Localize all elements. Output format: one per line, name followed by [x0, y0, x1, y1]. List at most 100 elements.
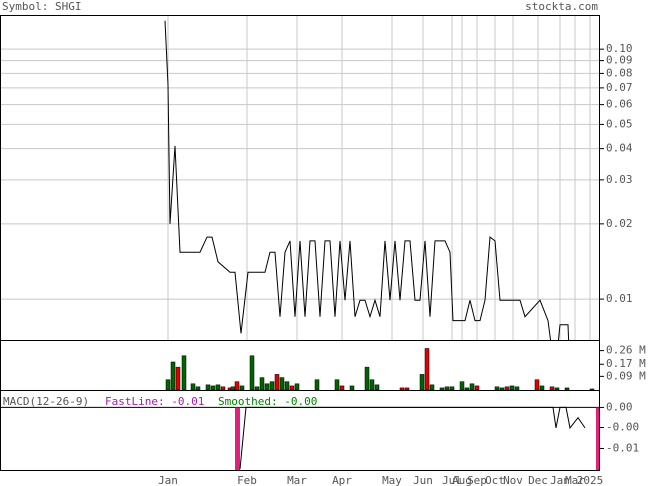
y-tick-label: 0.10 [606, 42, 633, 55]
volume-bar [589, 388, 595, 390]
x-tick-label: Nov [503, 474, 523, 486]
volume-bar [364, 366, 370, 390]
volume-bar [564, 387, 570, 390]
volume-bar [254, 386, 260, 390]
volume-bar [215, 384, 221, 390]
volume-bar [509, 385, 515, 390]
volume-bar [294, 383, 300, 390]
macd-line [239, 406, 586, 470]
x-tick-label: Jul [442, 474, 462, 486]
volume-bar [234, 381, 240, 390]
volume-bar [464, 387, 470, 390]
volume-bar [424, 348, 430, 390]
y-tick-label: 0.00 [606, 400, 633, 413]
panel-border [0, 340, 600, 391]
panel [165, 348, 595, 390]
y-tick-label: -0.01 [606, 441, 639, 454]
panel [0, 406, 600, 470]
volume-bar [399, 387, 405, 390]
volume-bar [195, 386, 201, 390]
symbol: Symbol: SHGI [2, 0, 81, 13]
x-tick-label: Aug [452, 474, 472, 486]
volume-bar [504, 386, 510, 390]
price-line [164, 20, 570, 340]
legend-entry: Smoothed: -0.00 [218, 395, 317, 408]
volume-bar [499, 387, 505, 390]
panel-border [0, 15, 600, 341]
volume-bar [230, 386, 236, 390]
volume-bar [549, 386, 555, 390]
x-tick-label: Mar [565, 474, 585, 486]
volume-bar [444, 386, 450, 390]
volume-bar [459, 381, 465, 390]
volume-bar [284, 381, 290, 390]
volume-bar [170, 361, 176, 390]
volume-bar [205, 384, 211, 390]
volume-bar [349, 385, 355, 390]
site: stockta.com [525, 0, 598, 13]
x-tick-label: May [382, 474, 402, 486]
histogram-bar [235, 407, 240, 470]
volume-bar [419, 374, 425, 390]
volume-bar [279, 377, 285, 390]
volume-bar [210, 385, 216, 390]
x-tick-label: Sep [467, 474, 487, 486]
y-tick-label: 0.26 M [606, 344, 646, 357]
y-tick-label: 0.08 [606, 66, 633, 79]
volume-bar [165, 379, 171, 390]
y-tick-label: 0.07 [606, 81, 633, 94]
volume-bar [539, 385, 545, 390]
y-tick-label: 0.05 [606, 117, 633, 130]
x-tick-label: Dec [528, 474, 548, 486]
volume-bar [175, 366, 181, 390]
volume-bar [514, 386, 520, 390]
volume-bar [239, 385, 245, 390]
volume-bar [474, 385, 480, 390]
volume-bar [289, 385, 295, 390]
x-tick-label: 2025 [577, 474, 604, 486]
volume-bar [220, 386, 226, 390]
volume-bar [190, 383, 196, 390]
y-tick-label: 0.03 [606, 173, 633, 186]
y-tick-label: 0.06 [606, 98, 633, 111]
x-tick-label: Jan [158, 474, 178, 486]
y-tick-label: 0.09 [606, 54, 633, 67]
volume-bar [269, 381, 275, 390]
volume-bar [439, 387, 445, 390]
y-tick-label: 0.04 [606, 142, 633, 155]
x-tick-label: Apr [332, 474, 352, 486]
y-tick-label: -0.00 [606, 421, 639, 434]
volume-bar [264, 383, 270, 390]
panel-border [0, 390, 600, 471]
volume-bar [334, 379, 340, 390]
x-tick-label: Jan [550, 474, 570, 486]
volume-bar [259, 377, 265, 390]
volume-bar [249, 355, 255, 390]
y-tick-label: 0.09 M [606, 369, 646, 382]
legend-entry: FastLine: -0.01 [105, 395, 204, 408]
volume-bar [429, 384, 435, 390]
volume-bar [534, 379, 540, 390]
x-tick-label: Mar [287, 474, 307, 486]
histogram-bar [596, 407, 600, 470]
x-tick-label: Jun [413, 474, 433, 486]
volume-bar [314, 379, 320, 390]
volume-bar [469, 383, 475, 390]
x-tick-label: Oct [485, 474, 505, 486]
volume-bar [449, 386, 455, 390]
volume-bar [374, 384, 380, 390]
macd-title: MACD(12-26-9) [3, 395, 89, 408]
volume-bar [404, 387, 410, 390]
volume-bar [554, 387, 560, 390]
y-tick-label: 0.02 [606, 217, 633, 230]
volume-bar [339, 385, 345, 390]
y-tick-label: 0.01 [606, 292, 633, 305]
volume-bar [181, 355, 187, 390]
y-tick-label: 0.17 M [606, 357, 646, 370]
volume-bar [274, 374, 280, 390]
volume-bar [494, 386, 500, 390]
volume-bar [369, 379, 375, 390]
panel [0, 15, 600, 340]
x-tick-label: Feb [237, 474, 257, 486]
